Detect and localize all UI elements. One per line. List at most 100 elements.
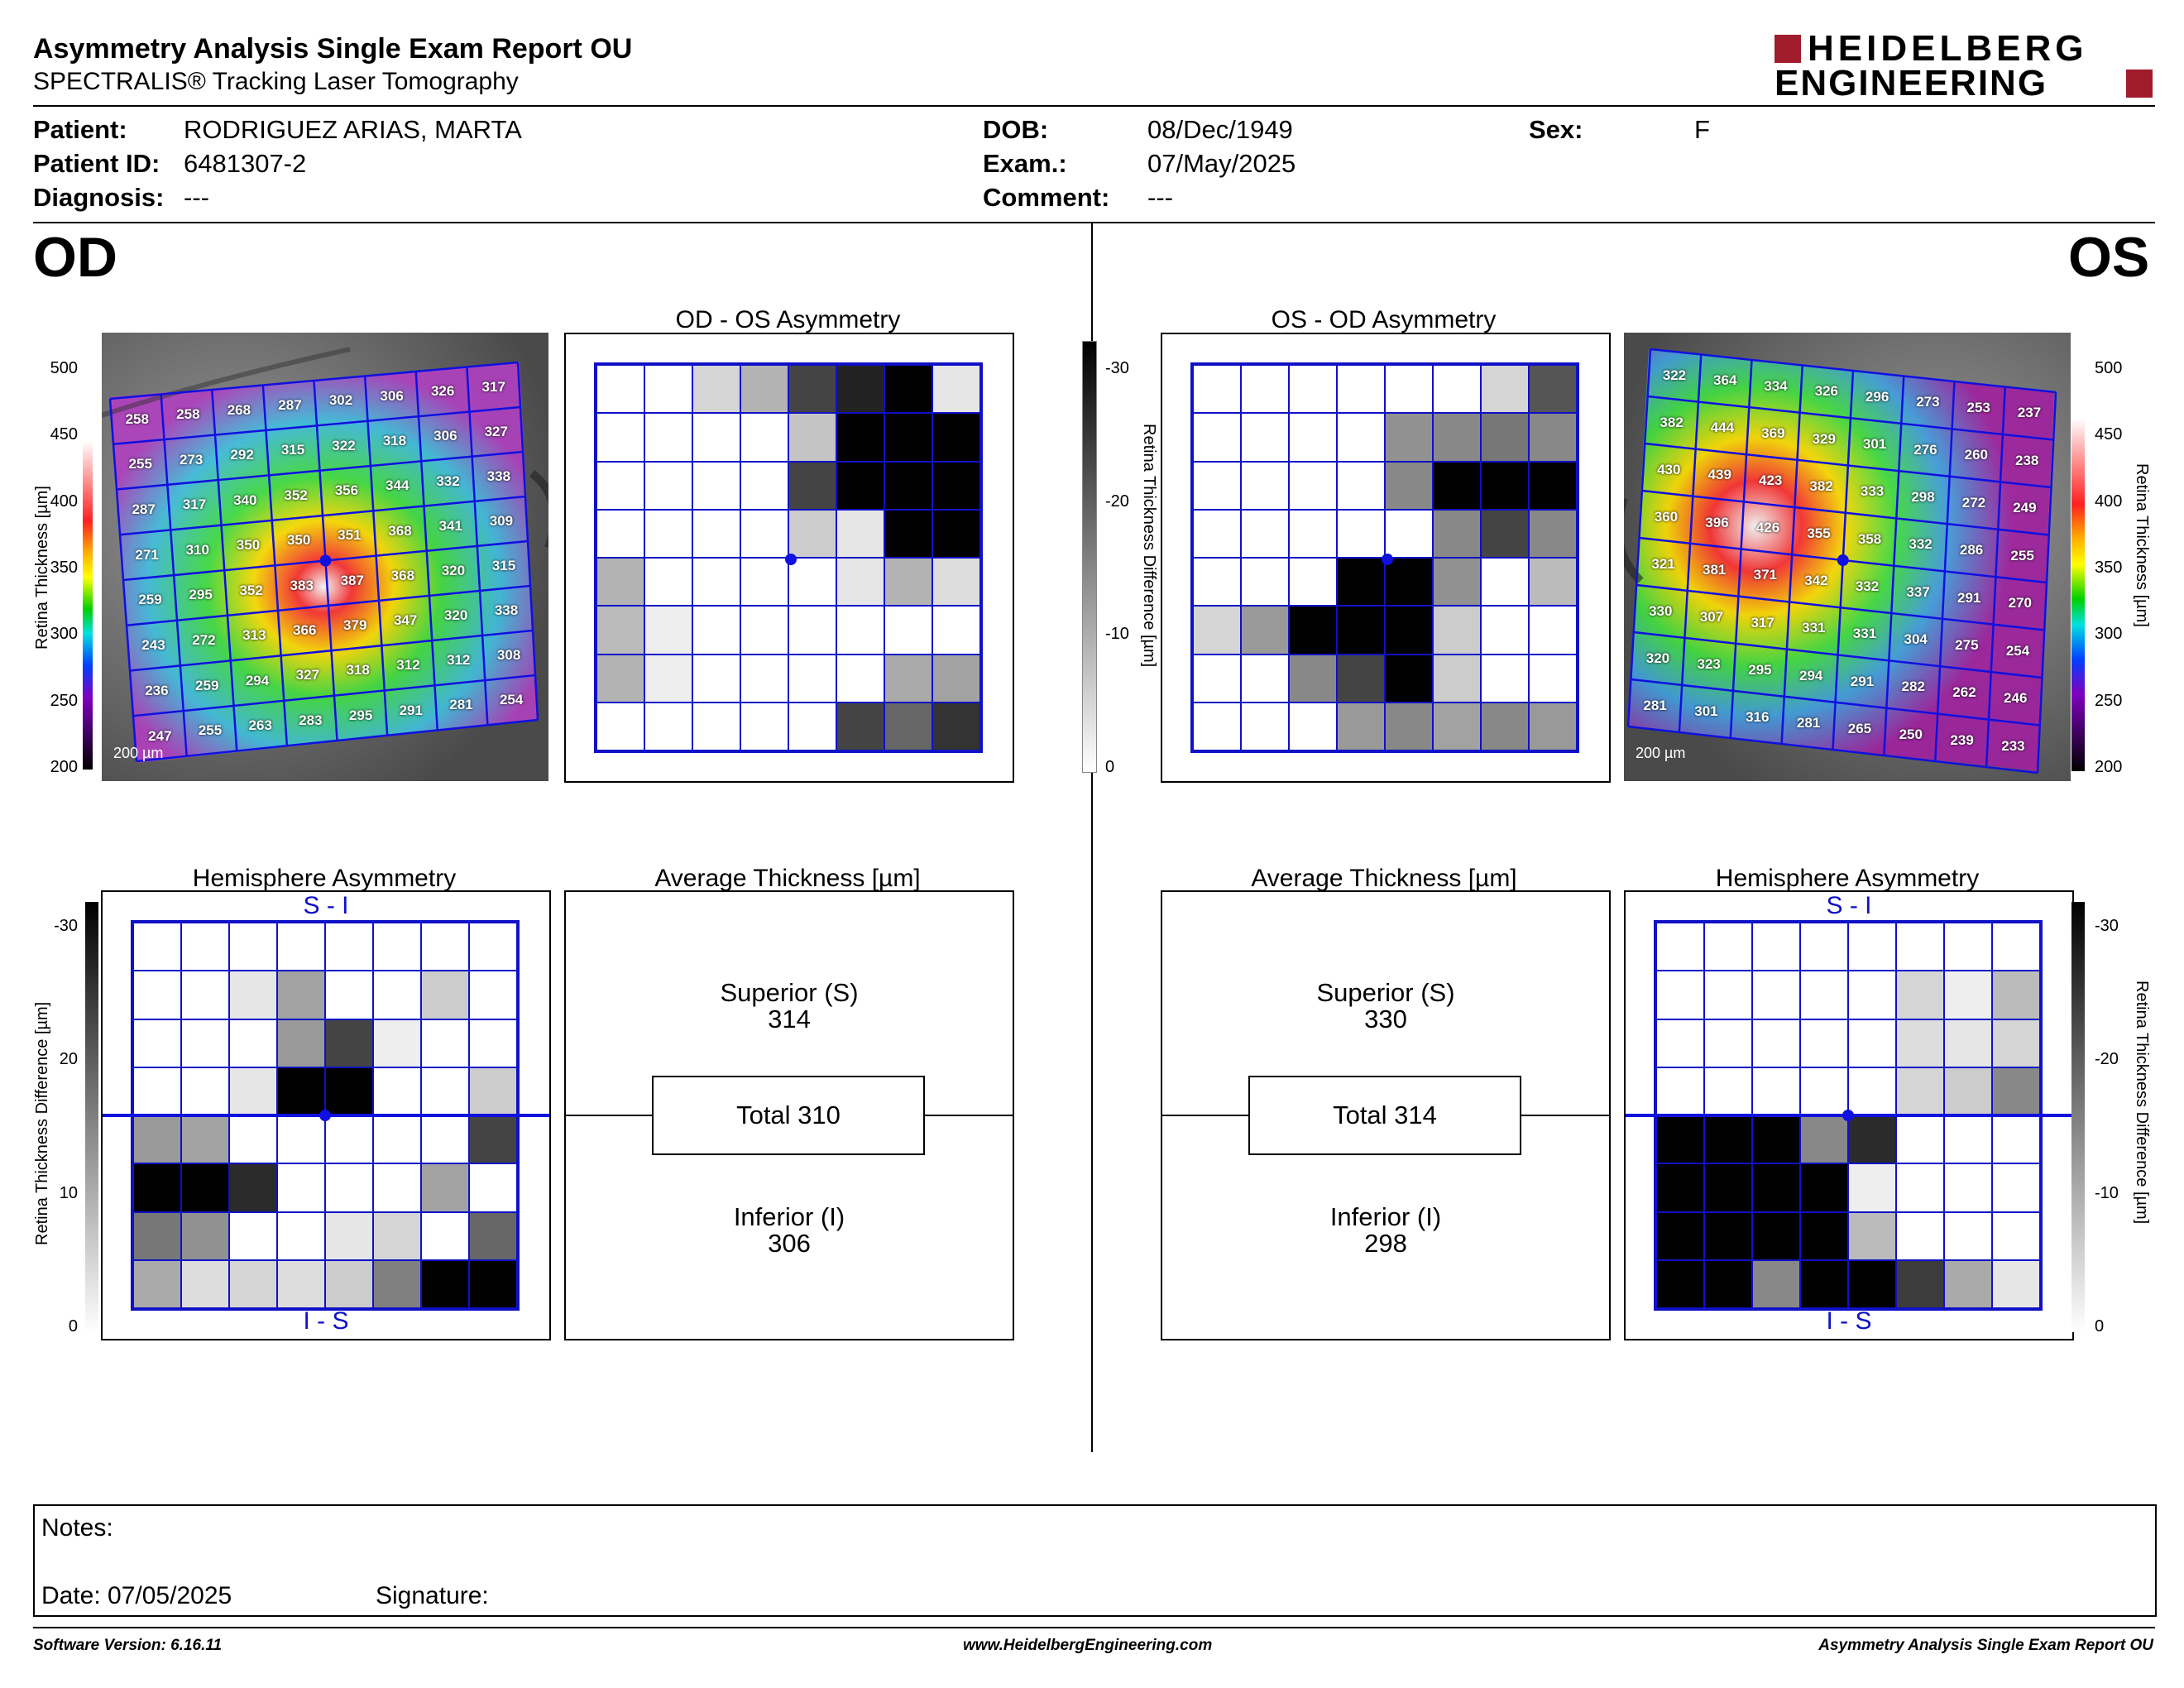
grid-cell [228,1018,278,1068]
grid-cell [1240,653,1290,703]
grid-cell [1384,653,1434,703]
grid-cell [932,412,981,463]
thickness-value: 430 [1657,461,1681,477]
grid-cell [1432,701,1482,751]
grid-cell [932,364,981,415]
thickness-value: 338 [494,602,519,618]
axis-tick: -30 [1105,359,1129,377]
os-thickness-scale [2071,341,2085,771]
thickness-value: 338 [486,468,511,484]
grid-cell [1336,557,1386,607]
os-superior-label: Superior (S) [1316,978,1455,1007]
od-hemi-panel: S - I I - S [101,890,551,1340]
grid-cell [132,922,182,972]
axis-tick: 500 [2095,359,2123,377]
thickness-value: 306 [380,387,404,404]
thickness-value: 315 [491,557,516,573]
thickness-value: 281 [1643,697,1667,713]
thickness-value: 439 [1707,467,1731,483]
os-eye-label: OS [2068,226,2150,289]
grid-cell [932,701,981,751]
od-inferior-label: Inferior (I) [733,1202,845,1231]
od-superior-value: 314 [768,1005,811,1033]
grid-cell [1528,557,1578,607]
grid-cell [788,508,837,559]
grid-cell [180,1018,230,1068]
grid-cell [468,1163,518,1213]
grid-cell [1847,970,1897,1020]
grid-cell [644,460,693,511]
grid-cell [324,922,374,972]
grid-cell [1336,364,1386,415]
os-is-label: I - S [1826,1307,1872,1335]
grid-cell [740,557,789,607]
grid-cell [644,364,693,415]
exam-label: Exam.: [983,149,1067,178]
thickness-value: 371 [1753,567,1777,583]
grid-cell [1336,508,1386,559]
grid-cell [1192,364,1242,415]
grid-cell [1751,1066,1801,1116]
grid-cell [1432,508,1482,559]
thickness-value: 368 [390,567,415,583]
thickness-value: 333 [1860,483,1885,500]
thickness-value: 322 [332,437,356,453]
thickness-value: 350 [236,537,261,554]
thickness-value: 304 [1904,631,1928,648]
os-inferior-value: 298 [1364,1229,1407,1258]
grid-cell [1432,605,1482,655]
os-hemi-diff-scale [2071,902,2085,1332]
notes-box[interactable]: Notes: Date: 07/05/2025 Signature: [33,1504,2157,1617]
os-asym-grid [1190,362,1579,753]
grid-cell [132,1115,182,1165]
axis-tick: -30 [54,917,78,935]
website-link[interactable]: www.HeidelbergEngineering.com [963,1637,1213,1654]
grid-cell [836,557,885,607]
grid-cell [1384,508,1434,559]
grid-cell [596,605,645,655]
grid-cell [468,1211,518,1261]
thickness-value: 302 [328,392,353,409]
grid-cell [1288,412,1338,463]
grid-cell [324,1211,374,1261]
grid-line [1934,381,1956,762]
grid-cell [692,412,741,463]
grid-cell [132,1163,182,1213]
grid-cell [884,653,933,703]
grid-cell [1703,1018,1753,1068]
od-hemi-axis-label: Retina Thickness Difference [µm] [33,1001,51,1245]
grid-cell [884,508,933,559]
grid-cell [884,701,933,751]
thickness-value: 265 [1847,720,1872,736]
thickness-value: 356 [334,482,359,499]
thickness-value: 358 [1857,530,1882,547]
od-hemi-grid [131,920,520,1311]
grid-line [1636,583,2045,631]
grid-cell [372,1163,422,1213]
grid-cell [596,653,645,703]
grid-cell [692,460,741,511]
axis-tick: 400 [50,492,78,511]
thickness-value: 396 [1705,514,1729,530]
axis-tick: -20 [2095,1050,2119,1069]
thickness-value: 247 [148,727,172,744]
grid-cell [1655,1163,1705,1213]
grid-cell [420,922,470,972]
grid-cell [740,605,789,655]
grid-cell [1799,1211,1849,1261]
os-avg-panel: Superior (S) 330 Total 314 Inferior (I) … [1161,890,1611,1340]
thickness-value: 320 [443,607,468,624]
thickness-value: 254 [2005,642,2030,659]
thickness-value: 246 [2004,690,2028,707]
grid-cell [836,653,885,703]
thickness-value: 239 [1950,731,1974,748]
grid-cell [740,701,789,751]
thickness-value: 291 [1850,673,1875,689]
od-hemi-diff-scale [85,902,98,1332]
thickness-value: 350 [286,532,311,549]
grid-cell [1847,1018,1897,1068]
thickness-value: 332 [1855,578,1880,595]
thickness-value: 291 [1957,589,1981,606]
thickness-value: 306 [433,428,457,444]
thickness-value: 250 [1899,726,1923,742]
